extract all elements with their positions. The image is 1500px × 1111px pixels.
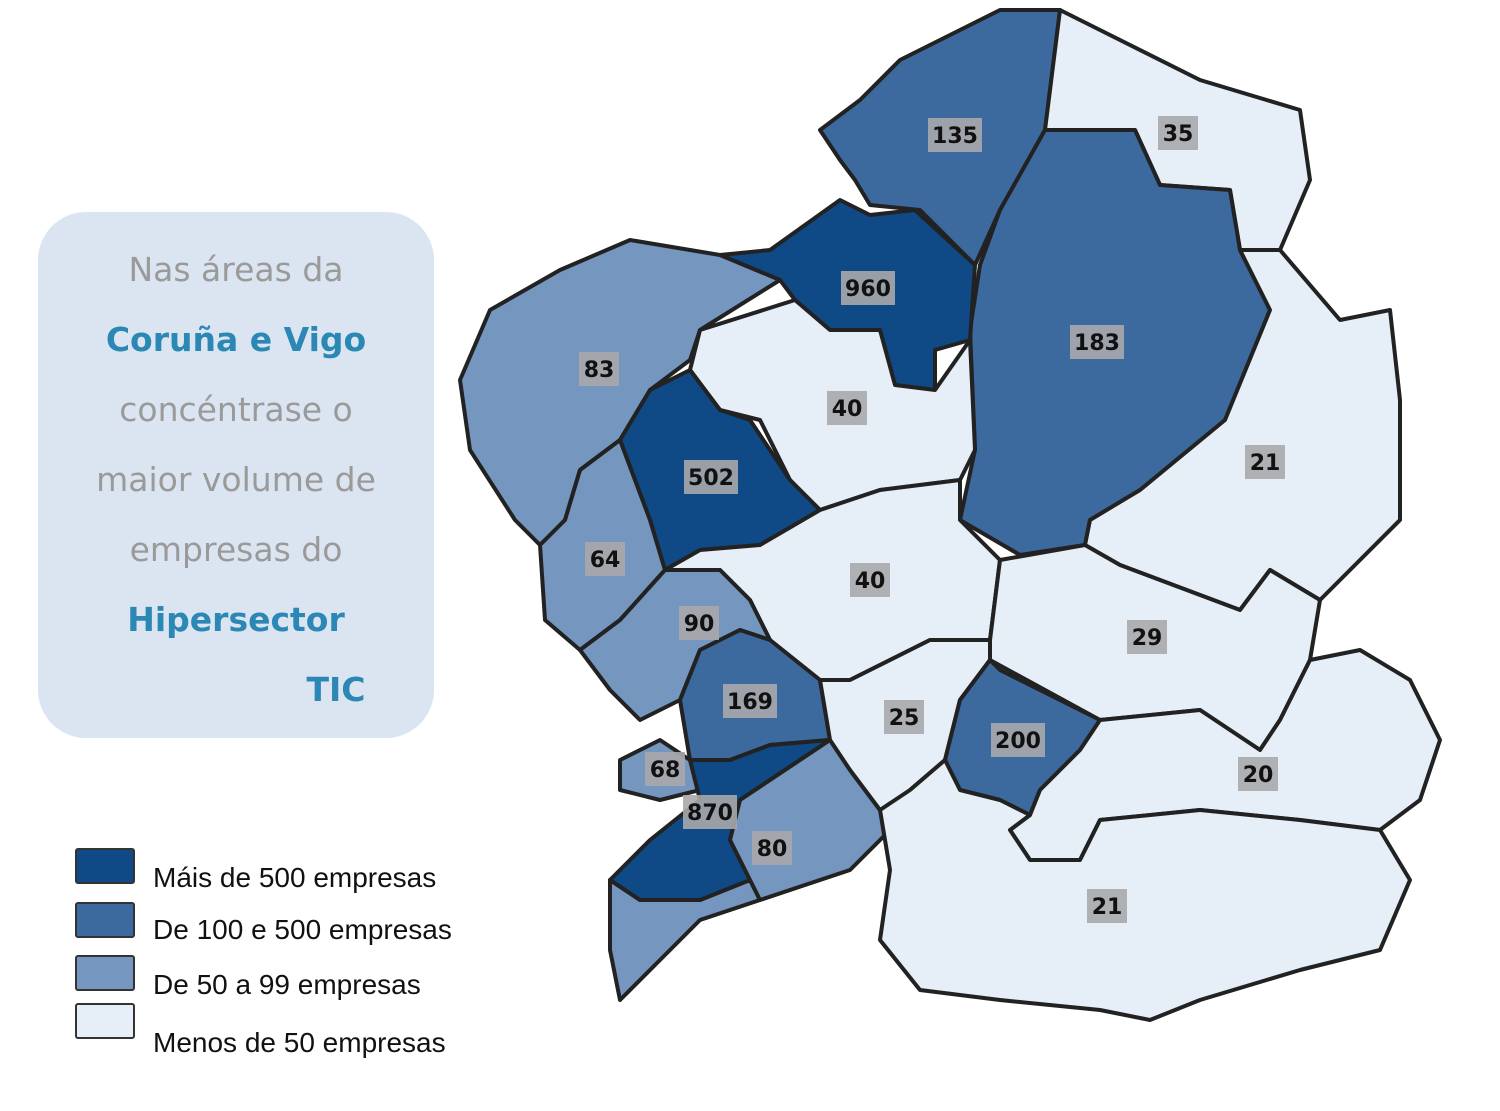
legend-swatch	[75, 848, 135, 884]
value-label-box	[579, 352, 619, 386]
value-label-box	[841, 271, 895, 305]
region-value-label: 68	[645, 752, 685, 786]
value-label-text: 90	[684, 612, 715, 637]
value-label-box	[645, 752, 685, 786]
callout-line: maior volume de	[96, 460, 376, 499]
callout-line: empresas do	[129, 530, 343, 569]
legend-swatch	[75, 902, 135, 938]
value-label-box	[928, 118, 982, 152]
value-label-text: 40	[832, 397, 863, 422]
region-area	[458, 238, 782, 547]
legend-swatch	[75, 955, 135, 991]
value-label-text: 29	[1132, 626, 1163, 651]
value-label-box	[850, 563, 890, 597]
value-label-box	[1070, 325, 1124, 359]
value-label-text: 40	[855, 569, 886, 594]
value-label-box	[585, 542, 625, 576]
value-label-text: 68	[650, 758, 681, 783]
value-label-box	[752, 831, 792, 865]
callout-line: Nas áreas da	[128, 250, 344, 289]
value-label-text: 35	[1163, 122, 1194, 147]
legend-label: De 100 e 500 empresas	[153, 914, 452, 945]
value-label-box	[723, 684, 777, 718]
value-label-text: 80	[757, 837, 788, 862]
region-value-label: 21	[1087, 889, 1127, 923]
region-value-label: 20	[1238, 757, 1278, 791]
region-value-label: 80	[752, 831, 792, 865]
region-value-label: 183	[1070, 325, 1124, 359]
value-label-text: 25	[889, 706, 920, 731]
value-label-box	[1158, 116, 1198, 150]
callout-line: Coruña e Vigo	[105, 320, 367, 359]
value-label-box	[684, 460, 738, 494]
value-label-text: 169	[727, 690, 773, 715]
legend-label: Menos de 50 empresas	[153, 1027, 446, 1058]
region-value-label: 64	[585, 542, 625, 576]
value-label-box	[991, 723, 1045, 757]
callout-line: TIC	[306, 670, 366, 709]
region-value-label: 90	[679, 606, 719, 640]
value-label-text: 960	[845, 277, 891, 302]
value-label-text: 135	[932, 124, 978, 149]
region-value-label: 25	[884, 700, 924, 734]
region-value-label: 960	[841, 271, 895, 305]
value-label-box	[827, 391, 867, 425]
callout-line: concéntrase o	[119, 390, 353, 429]
value-label-text: 183	[1074, 331, 1120, 356]
callout-line: Hipersector	[127, 600, 345, 639]
value-label-text: 20	[1243, 763, 1274, 788]
value-label-box	[679, 606, 719, 640]
value-label-text: 870	[687, 801, 733, 826]
region-value-label: 870	[683, 795, 737, 829]
callout-box: Nas áreas da Coruña e Vigo concéntrase o…	[38, 212, 434, 738]
region-value-label: 40	[850, 563, 890, 597]
value-label-text: 64	[590, 548, 621, 573]
value-label-box	[1087, 889, 1127, 923]
region-value-label: 169	[723, 684, 777, 718]
region-value-label: 83	[579, 352, 619, 386]
value-label-box	[1245, 445, 1285, 479]
region-value-label: 40	[827, 391, 867, 425]
value-label-box	[884, 700, 924, 734]
region-value-label: 29	[1127, 620, 1167, 654]
value-label-box	[1238, 757, 1278, 791]
value-label-text: 83	[584, 358, 615, 383]
value-label-text: 502	[688, 466, 734, 491]
value-label-box	[683, 795, 737, 829]
region-value-label: 502	[684, 460, 738, 494]
legend-label: De 50 a 99 empresas	[153, 969, 421, 1000]
region-value-label: 200	[991, 723, 1045, 757]
region-area	[878, 758, 1412, 1022]
value-label-box	[1127, 620, 1167, 654]
value-label-text: 200	[995, 729, 1041, 754]
region-value-label: 35	[1158, 116, 1198, 150]
legend-swatch	[75, 1003, 135, 1039]
region-value-label: 21	[1245, 445, 1285, 479]
region-value-label: 135	[928, 118, 982, 152]
value-label-text: 21	[1092, 895, 1123, 920]
legend-label: Máis de 500 empresas	[153, 862, 437, 893]
value-label-text: 21	[1250, 451, 1281, 476]
